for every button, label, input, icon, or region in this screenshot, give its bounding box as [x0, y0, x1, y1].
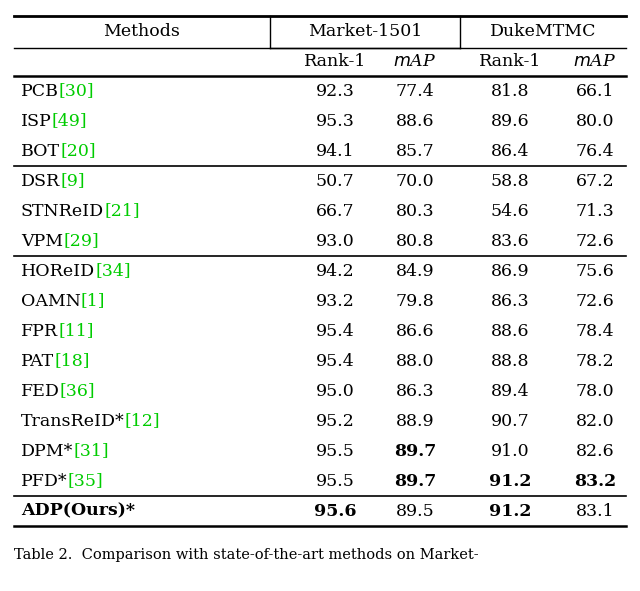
Text: 95.5: 95.5 — [316, 472, 355, 489]
Text: ISP: ISP — [21, 112, 52, 129]
Text: 91.0: 91.0 — [491, 443, 529, 459]
Text: TransReID*: TransReID* — [21, 413, 125, 430]
Text: 94.2: 94.2 — [316, 262, 355, 280]
Text: [36]: [36] — [60, 382, 95, 400]
Text: 95.5: 95.5 — [316, 443, 355, 459]
Text: [20]: [20] — [60, 142, 95, 160]
Text: 66.1: 66.1 — [576, 83, 614, 99]
Text: PAT: PAT — [21, 352, 54, 369]
Text: [9]: [9] — [60, 173, 85, 190]
Text: Market-1501: Market-1501 — [308, 24, 422, 41]
Text: 83.2: 83.2 — [574, 472, 616, 489]
Text: 70.0: 70.0 — [396, 173, 435, 190]
Text: 92.3: 92.3 — [316, 83, 355, 99]
Text: [1]: [1] — [81, 293, 106, 310]
Text: 82.6: 82.6 — [576, 443, 614, 459]
Text: 78.4: 78.4 — [576, 323, 614, 339]
Text: 88.9: 88.9 — [396, 413, 435, 430]
Text: 91.2: 91.2 — [489, 502, 531, 519]
Text: 79.8: 79.8 — [396, 293, 435, 310]
Text: 83.1: 83.1 — [576, 502, 614, 519]
Text: 80.3: 80.3 — [396, 203, 435, 219]
Text: 72.6: 72.6 — [575, 232, 614, 249]
Text: 95.4: 95.4 — [316, 323, 355, 339]
Text: 76.4: 76.4 — [576, 142, 614, 160]
Text: 86.3: 86.3 — [396, 382, 435, 400]
Text: [12]: [12] — [125, 413, 161, 430]
Text: 84.9: 84.9 — [396, 262, 435, 280]
Text: STNReID: STNReID — [21, 203, 104, 219]
Text: Methods: Methods — [104, 24, 180, 41]
Text: [21]: [21] — [104, 203, 140, 219]
Text: PCB: PCB — [21, 83, 59, 99]
Text: 89.7: 89.7 — [394, 443, 436, 459]
Text: 95.6: 95.6 — [314, 502, 356, 519]
Text: [34]: [34] — [95, 262, 131, 280]
Text: [35]: [35] — [68, 472, 104, 489]
Text: 95.3: 95.3 — [316, 112, 355, 129]
Text: 95.0: 95.0 — [316, 382, 355, 400]
Text: 90.7: 90.7 — [491, 413, 529, 430]
Text: ADP(Ours)*: ADP(Ours)* — [21, 502, 135, 519]
Text: $m$AP: $m$AP — [573, 54, 617, 70]
Text: [49]: [49] — [52, 112, 88, 129]
Text: 85.7: 85.7 — [396, 142, 435, 160]
Text: DukeMTMC: DukeMTMC — [490, 24, 596, 41]
Text: 89.5: 89.5 — [396, 502, 435, 519]
Text: FPR: FPR — [21, 323, 58, 339]
Text: 72.6: 72.6 — [575, 293, 614, 310]
Text: VPM: VPM — [21, 232, 63, 249]
Text: [30]: [30] — [59, 83, 95, 99]
Text: 95.4: 95.4 — [316, 352, 355, 369]
Text: 71.3: 71.3 — [575, 203, 614, 219]
Text: 78.2: 78.2 — [575, 352, 614, 369]
Text: 80.8: 80.8 — [396, 232, 435, 249]
Text: 95.2: 95.2 — [316, 413, 355, 430]
Text: 86.6: 86.6 — [396, 323, 435, 339]
Text: 83.6: 83.6 — [491, 232, 529, 249]
Text: HOReID: HOReID — [21, 262, 95, 280]
Text: 77.4: 77.4 — [396, 83, 435, 99]
Text: Rank-1: Rank-1 — [304, 54, 366, 70]
Text: 80.0: 80.0 — [576, 112, 614, 129]
Text: 67.2: 67.2 — [575, 173, 614, 190]
Text: 81.8: 81.8 — [491, 83, 529, 99]
Text: 93.2: 93.2 — [316, 293, 355, 310]
Text: 86.9: 86.9 — [491, 262, 529, 280]
Text: [11]: [11] — [58, 323, 93, 339]
Text: 86.3: 86.3 — [491, 293, 529, 310]
Text: 86.4: 86.4 — [491, 142, 529, 160]
Text: 93.0: 93.0 — [316, 232, 355, 249]
Text: [29]: [29] — [63, 232, 99, 249]
Text: $m$AP: $m$AP — [394, 54, 436, 70]
Text: DSR: DSR — [21, 173, 60, 190]
Text: Rank-1: Rank-1 — [479, 54, 541, 70]
Text: OAMN: OAMN — [21, 293, 81, 310]
Text: Methods: Methods — [139, 61, 145, 63]
Text: Table 2.  Comparison with state-of-the-art methods on Market-: Table 2. Comparison with state-of-the-ar… — [14, 548, 479, 562]
Text: [31]: [31] — [74, 443, 109, 459]
Text: 94.1: 94.1 — [316, 142, 355, 160]
Text: 88.8: 88.8 — [491, 352, 529, 369]
Text: 89.4: 89.4 — [491, 382, 529, 400]
Text: 88.6: 88.6 — [491, 323, 529, 339]
Text: 89.6: 89.6 — [491, 112, 529, 129]
Text: [18]: [18] — [54, 352, 90, 369]
Text: FED: FED — [21, 382, 60, 400]
Text: PFD*: PFD* — [21, 472, 68, 489]
Text: 54.6: 54.6 — [491, 203, 529, 219]
Text: 91.2: 91.2 — [489, 472, 531, 489]
Text: 89.7: 89.7 — [394, 472, 436, 489]
Text: 82.0: 82.0 — [576, 413, 614, 430]
Text: 78.0: 78.0 — [576, 382, 614, 400]
Text: 58.8: 58.8 — [491, 173, 529, 190]
Text: DPM*: DPM* — [21, 443, 74, 459]
Text: 88.0: 88.0 — [396, 352, 435, 369]
Text: 75.6: 75.6 — [575, 262, 614, 280]
Text: 88.6: 88.6 — [396, 112, 435, 129]
Text: 50.7: 50.7 — [316, 173, 355, 190]
Text: 66.7: 66.7 — [316, 203, 355, 219]
Text: BOT: BOT — [21, 142, 60, 160]
